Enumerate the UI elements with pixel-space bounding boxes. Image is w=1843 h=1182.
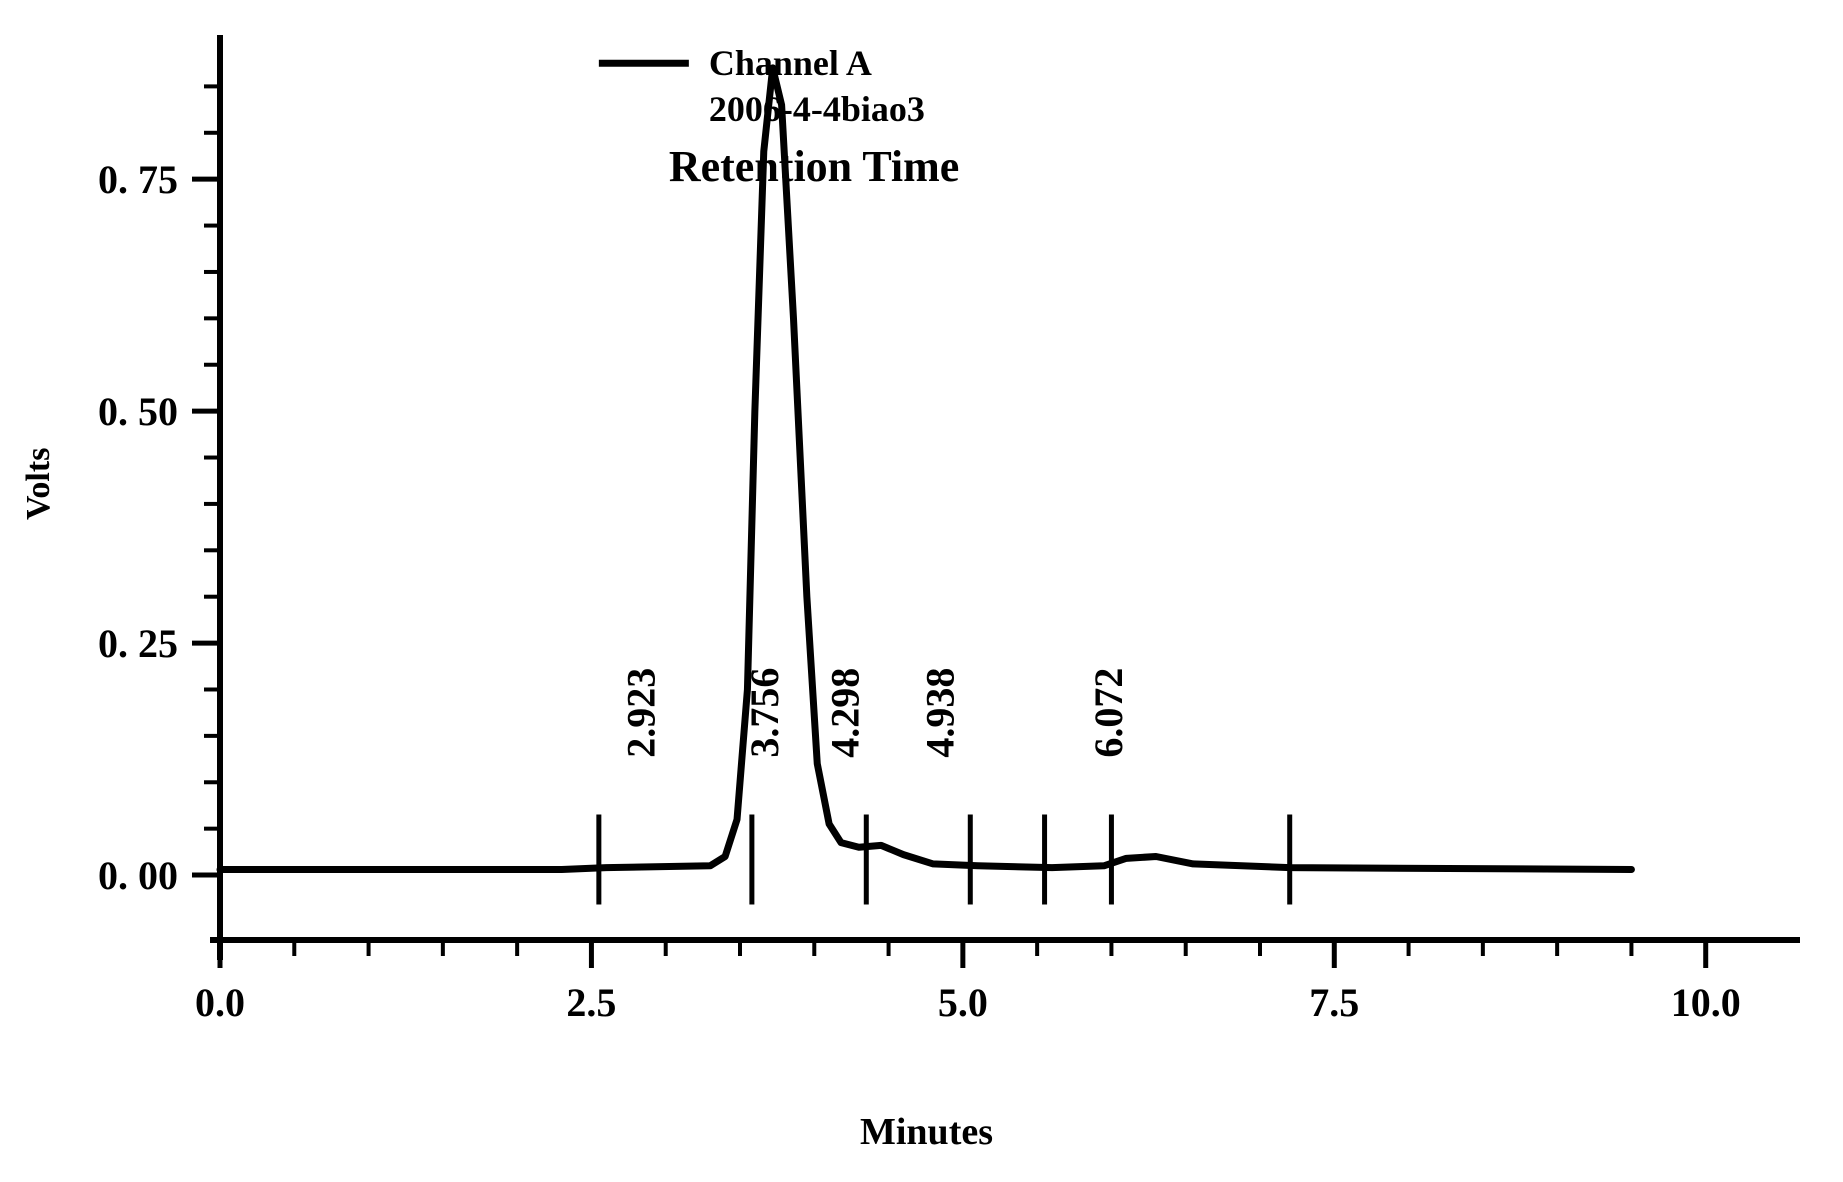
x-tick-label: 0.0 bbox=[195, 980, 245, 1025]
legend-channel: Channel A bbox=[709, 43, 872, 83]
x-tick-label: 5.0 bbox=[938, 980, 988, 1025]
svg-text:3.756: 3.756 bbox=[742, 668, 787, 758]
svg-text:2.923: 2.923 bbox=[618, 668, 663, 758]
svg-text:4.298: 4.298 bbox=[823, 668, 868, 758]
legend-subtitle: 2006-4-4biao3 bbox=[709, 89, 925, 129]
legend-title: Retention Time bbox=[669, 142, 959, 191]
chromatogram-chart: 0.0 2.5 5.0 7.5 10.0 0. 00 0. 25 0. 50 0. 75 Chan… bbox=[0, 0, 1843, 1182]
svg-text:6.072: 6.072 bbox=[1086, 668, 1131, 758]
retention-label: 4.938 bbox=[918, 668, 963, 758]
x-tick-label: 7.5 bbox=[1309, 980, 1359, 1025]
svg-text:4.938: 4.938 bbox=[918, 668, 963, 758]
retention-label: 4.298 bbox=[823, 668, 868, 758]
x-axis-label: Minutes bbox=[860, 1110, 993, 1154]
x-tick-label: 2.5 bbox=[566, 980, 616, 1025]
chart-svg: 0.0 2.5 5.0 7.5 10.0 0. 00 0. 25 0. 50 0. 75 Chan… bbox=[0, 0, 1843, 1182]
retention-label: 6.072 bbox=[1086, 668, 1131, 758]
y-tick-label: 0. 50 bbox=[98, 389, 178, 434]
y-tick-label: 0. 25 bbox=[98, 621, 178, 666]
y-tick-label: 0. 75 bbox=[98, 157, 178, 202]
y-tick-label: 0. 00 bbox=[98, 853, 178, 898]
retention-label: 3.756 bbox=[742, 668, 787, 758]
retention-label: 2.923 bbox=[618, 668, 663, 758]
x-tick-label: 10.0 bbox=[1671, 980, 1741, 1025]
y-axis-label: Volts bbox=[20, 448, 58, 520]
